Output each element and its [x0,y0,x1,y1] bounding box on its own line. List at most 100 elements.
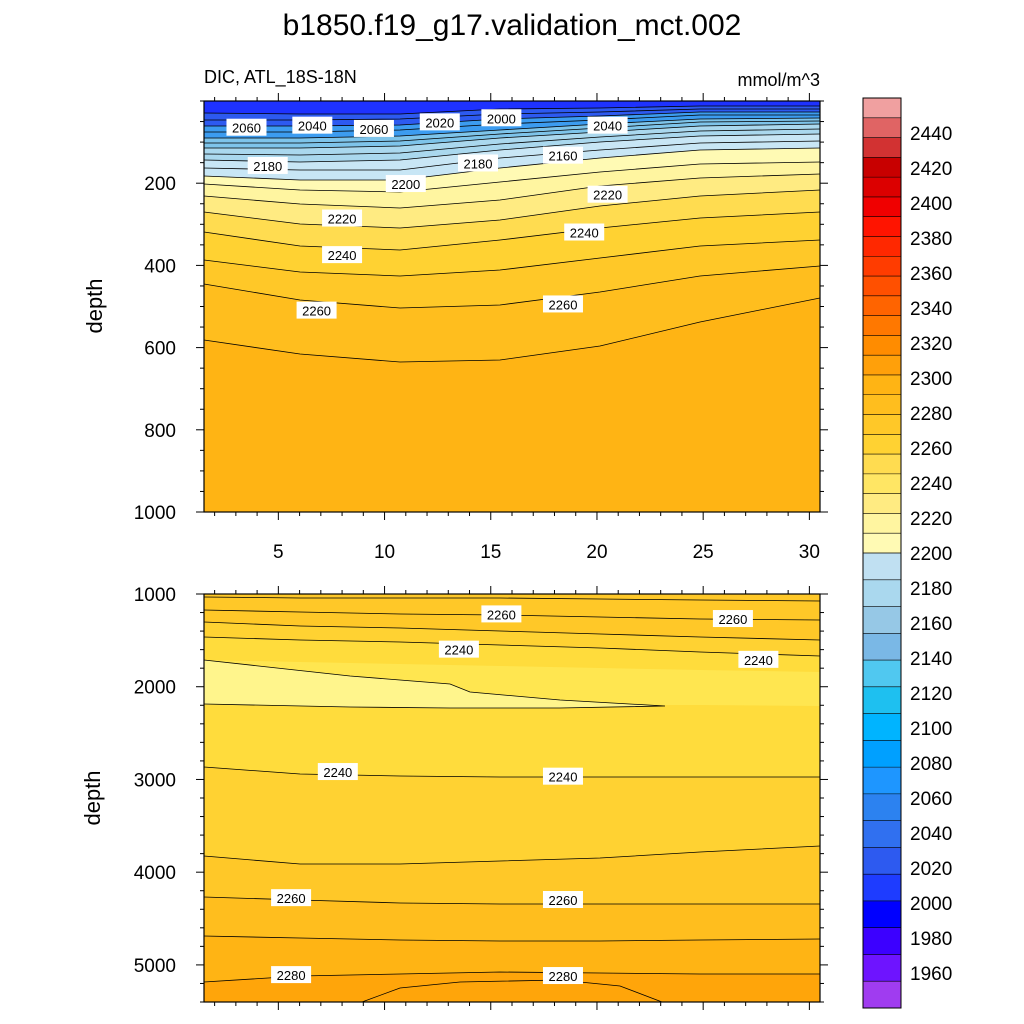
contour-label-box [292,116,333,134]
colorbar-label: 2260 [910,439,952,460]
contour-line [204,133,820,163]
contour-label-box [542,767,583,785]
colorbar-swatch [863,98,901,119]
contour-label: 2180 [253,159,282,174]
colorbar-swatch [863,256,901,277]
contour-label: 2240 [570,226,599,241]
contour-label: 2260 [277,891,306,906]
colorbar-label: 2380 [910,229,952,250]
colorbar-frame [862,97,902,1009]
contour-line [204,140,820,171]
contour-label-box [587,185,628,203]
contour-line [204,117,820,139]
colorbar-swatch [863,579,901,607]
contour-line [204,105,820,115]
colorbar-swatch [863,295,901,316]
contour-label: 2240 [744,653,773,668]
colorbar-label: 2160 [910,614,952,635]
contour-label: 2260 [549,297,578,312]
contour-label-box [542,295,583,313]
contour-label-box [322,209,363,227]
contour-label: 2220 [328,212,357,227]
fill-2230-tongue [204,660,665,708]
contour-label: 2260 [487,607,516,622]
colorbar-swatch [863,335,901,356]
contour-line [204,621,820,641]
contour-label-box [317,763,358,781]
colorbar-swatch [863,927,901,955]
x-tick-label: 20 [586,542,607,563]
contour-label-box [542,891,583,908]
variable-region-label: DIC, ATL_18S-18N [204,67,357,88]
fill-2020-band [204,101,820,114]
colorbar-swatch [863,740,901,768]
lower-y-axis-label: depth [80,770,105,825]
contour-label-box [419,113,460,131]
colorbar-swatch [863,793,901,821]
units-label: mmol/m^3 [738,70,820,90]
colorbar-swatch [863,981,901,1009]
colorbar-label: 2020 [910,859,952,880]
lower-contour-labels: 2260 2260 2240 2240 2240 2240 2260 2260 2280 2280 [271,605,779,985]
contour-label: 2260 [302,304,331,319]
colorbar-label: 2080 [910,754,952,775]
contour-line [204,128,820,156]
colorbar-swatch [863,216,901,237]
colorbar-swatch [863,847,901,875]
colorbar-swatch [863,660,901,688]
contour-line [204,659,666,709]
y-tick-label: 800 [144,421,176,442]
colorbar-swatch [863,513,901,534]
colorbar-swatch [863,686,901,714]
colorbar-label: 2000 [910,894,952,915]
colorbar-swatch [863,157,901,178]
colorbar-swatch [863,606,901,634]
contour-label: 2000 [487,111,516,126]
colorbar-swatch [863,493,901,514]
y-tick-label: 2000 [134,678,176,699]
contour-line [204,265,820,309]
contour-label-box [712,610,753,628]
upper-y-ticks: 200 400 600 800 1000 [134,100,828,524]
contour-label-box [438,640,479,658]
colorbar-label: 2440 [910,124,952,145]
contour-label-box [353,119,394,137]
contour-line [204,297,820,363]
contour-label: 2200 [391,177,420,192]
colorbar-swatch [863,553,901,581]
colorbar-swatch [863,276,901,297]
colorbar-label: 2240 [910,474,952,495]
colorbar-swatch [863,533,901,554]
contour-label-box [542,146,583,164]
contour-line [204,189,820,229]
colorbar-label: 2120 [910,684,952,705]
contour-label: 2240 [444,643,473,658]
contour-label: 2260 [718,612,747,627]
contour-line [204,123,820,149]
contour-label: 2240 [549,770,578,785]
contour-label-box [458,154,499,172]
colorbar-swatch [863,374,901,396]
colorbar-label: 2300 [910,369,952,390]
y-tick-label: 400 [144,256,176,277]
colorbar-label: 2140 [910,649,952,670]
colorbar-swatch [863,236,901,257]
contour-line [204,636,820,657]
colorbar-swatch [863,394,901,415]
upper-contour-fill [204,101,820,512]
colorbar-swatch [863,196,901,217]
contour-line [361,979,663,1002]
contour-label: 2180 [464,156,493,171]
contour-line [204,161,820,193]
contour-label: 2160 [549,149,578,164]
y-tick-label: 5000 [134,956,176,977]
colorbar-label: 2420 [910,159,952,180]
upper-y-axis-label: depth [82,278,107,333]
upper-x-ticks: 5 10 15 20 25 30 [214,93,820,563]
contour-label: 2040 [298,119,327,134]
lower-y-ticks: 1000 2000 3000 4000 5000 [134,585,828,1003]
colorbar-label: 2280 [910,404,952,425]
